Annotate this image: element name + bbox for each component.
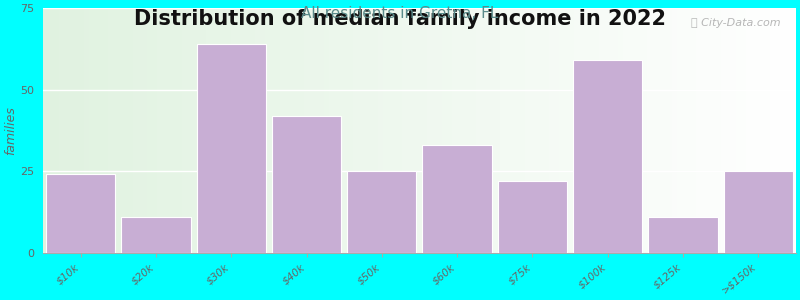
Bar: [573, 60, 642, 253]
Bar: [197, 44, 266, 253]
Bar: [422, 145, 492, 253]
Bar: [122, 217, 190, 253]
Y-axis label: families: families: [4, 106, 17, 155]
Bar: [272, 116, 341, 253]
Text: Distribution of median family income in 2022: Distribution of median family income in …: [134, 9, 666, 29]
Bar: [347, 171, 417, 253]
Bar: [46, 174, 115, 253]
Bar: [723, 171, 793, 253]
Bar: [648, 217, 718, 253]
Text: All residents in Gretna, FL: All residents in Gretna, FL: [302, 6, 498, 21]
Bar: [498, 181, 567, 253]
Text: ⓘ City-Data.com: ⓘ City-Data.com: [691, 18, 781, 28]
